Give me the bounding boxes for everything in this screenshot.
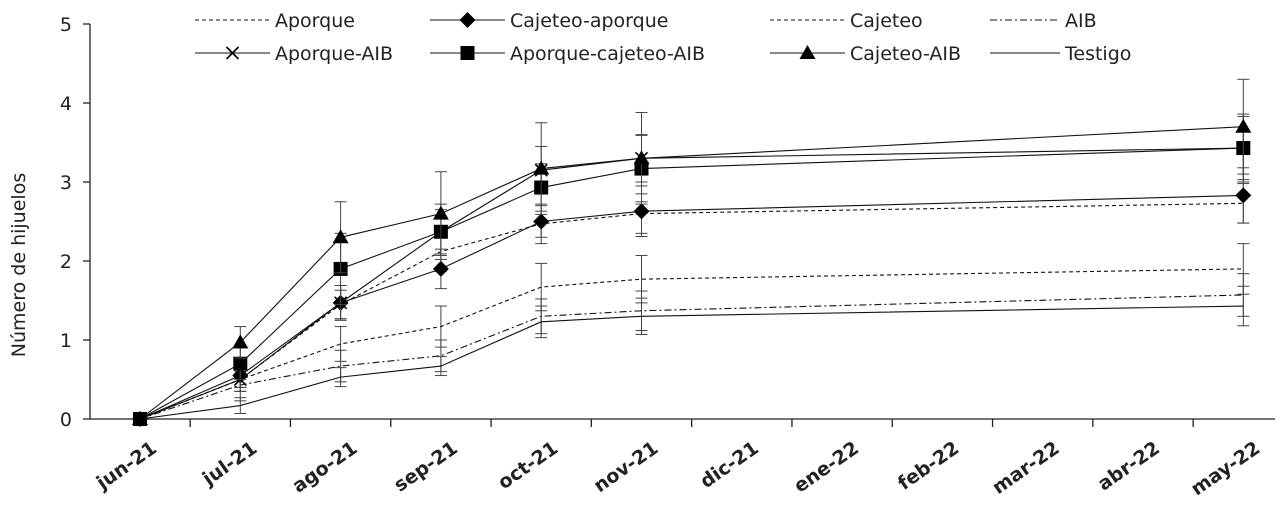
y-tick-label: 2: [60, 251, 72, 273]
series-line-cajeteo-aib: [139, 126, 1244, 420]
y-axis-label: Número de hijuelos: [8, 173, 30, 357]
data-point-cajeteo-aib: [1235, 118, 1252, 133]
data-point-cajeteo-aib: [633, 150, 650, 165]
legend-label-aib: AIB: [1065, 10, 1097, 32]
y-tick-label: 4: [60, 93, 72, 115]
legend-marker-cajeteo-aib: [799, 45, 816, 59]
x-tick-label: abr-22: [1094, 437, 1164, 495]
x-tick-label: may-22: [1187, 437, 1264, 500]
series-line-testigo: [139, 305, 1244, 420]
legend-label-cajeteo: Cajeteo: [850, 10, 923, 32]
x-tick-label: ago-21: [288, 437, 361, 497]
data-point-cajeteo-aporque: [1235, 187, 1252, 204]
x-tick-label: feb-22: [894, 437, 963, 495]
x-tick-label: sep-21: [390, 437, 462, 496]
y-tick-label: 0: [60, 409, 72, 431]
series-line-aporque-aib: [139, 147, 1244, 420]
data-point-cajeteo-aib: [432, 205, 449, 220]
legend-marker-cajeteo-aporque: [459, 12, 476, 28]
y-tick-label: 3: [60, 172, 72, 194]
legend-label-testigo: Testigo: [1064, 43, 1131, 65]
data-point-cajeteo-aib: [533, 160, 550, 175]
data-point-cajeteo-aporque: [633, 203, 650, 220]
series-line-aib: [139, 294, 1244, 420]
x-tick-label: jul-21: [198, 437, 261, 491]
x-tick-label: ene-22: [790, 437, 863, 497]
series-line-cajeteo-aporque: [139, 194, 1244, 420]
data-point-cajeteo-aib: [232, 334, 249, 349]
x-tick-label: jun-21: [92, 437, 161, 495]
y-tick-label: 1: [60, 330, 72, 352]
series-line-aporque-cajeteo-aib: [139, 147, 1244, 420]
series-line-cajeteo: [139, 268, 1244, 420]
legend-marker-aporque-aib: [225, 46, 240, 60]
x-tick-label: mar-22: [988, 437, 1063, 499]
legend-label-aporque: Aporque: [275, 10, 355, 32]
data-point-cajeteo-aporque: [533, 213, 550, 230]
legend-label-aporque-cajeteo-aib: Aporque-cajeteo-AIB: [510, 43, 705, 65]
data-point-aporque-cajeteo-aib: [233, 356, 248, 371]
data-point-cajeteo-aib: [332, 229, 349, 244]
x-tick-label: oct-21: [494, 437, 562, 494]
x-tick-label: dic-21: [696, 437, 762, 493]
x-tick-label: nov-21: [590, 437, 663, 497]
y-tick-label: 5: [60, 14, 72, 36]
legend-marker-aporque-cajeteo-aib: [460, 46, 475, 60]
data-point-cajeteo-aporque: [432, 260, 449, 277]
legend-label-cajeteo-aporque: Cajeteo-aporque: [510, 10, 668, 32]
data-point-cajeteo-aib: [132, 411, 148, 425]
legend-label-cajeteo-aib: Cajeteo-AIB: [850, 43, 961, 65]
legend-label-aporque-aib: Aporque-AIB: [275, 43, 393, 65]
